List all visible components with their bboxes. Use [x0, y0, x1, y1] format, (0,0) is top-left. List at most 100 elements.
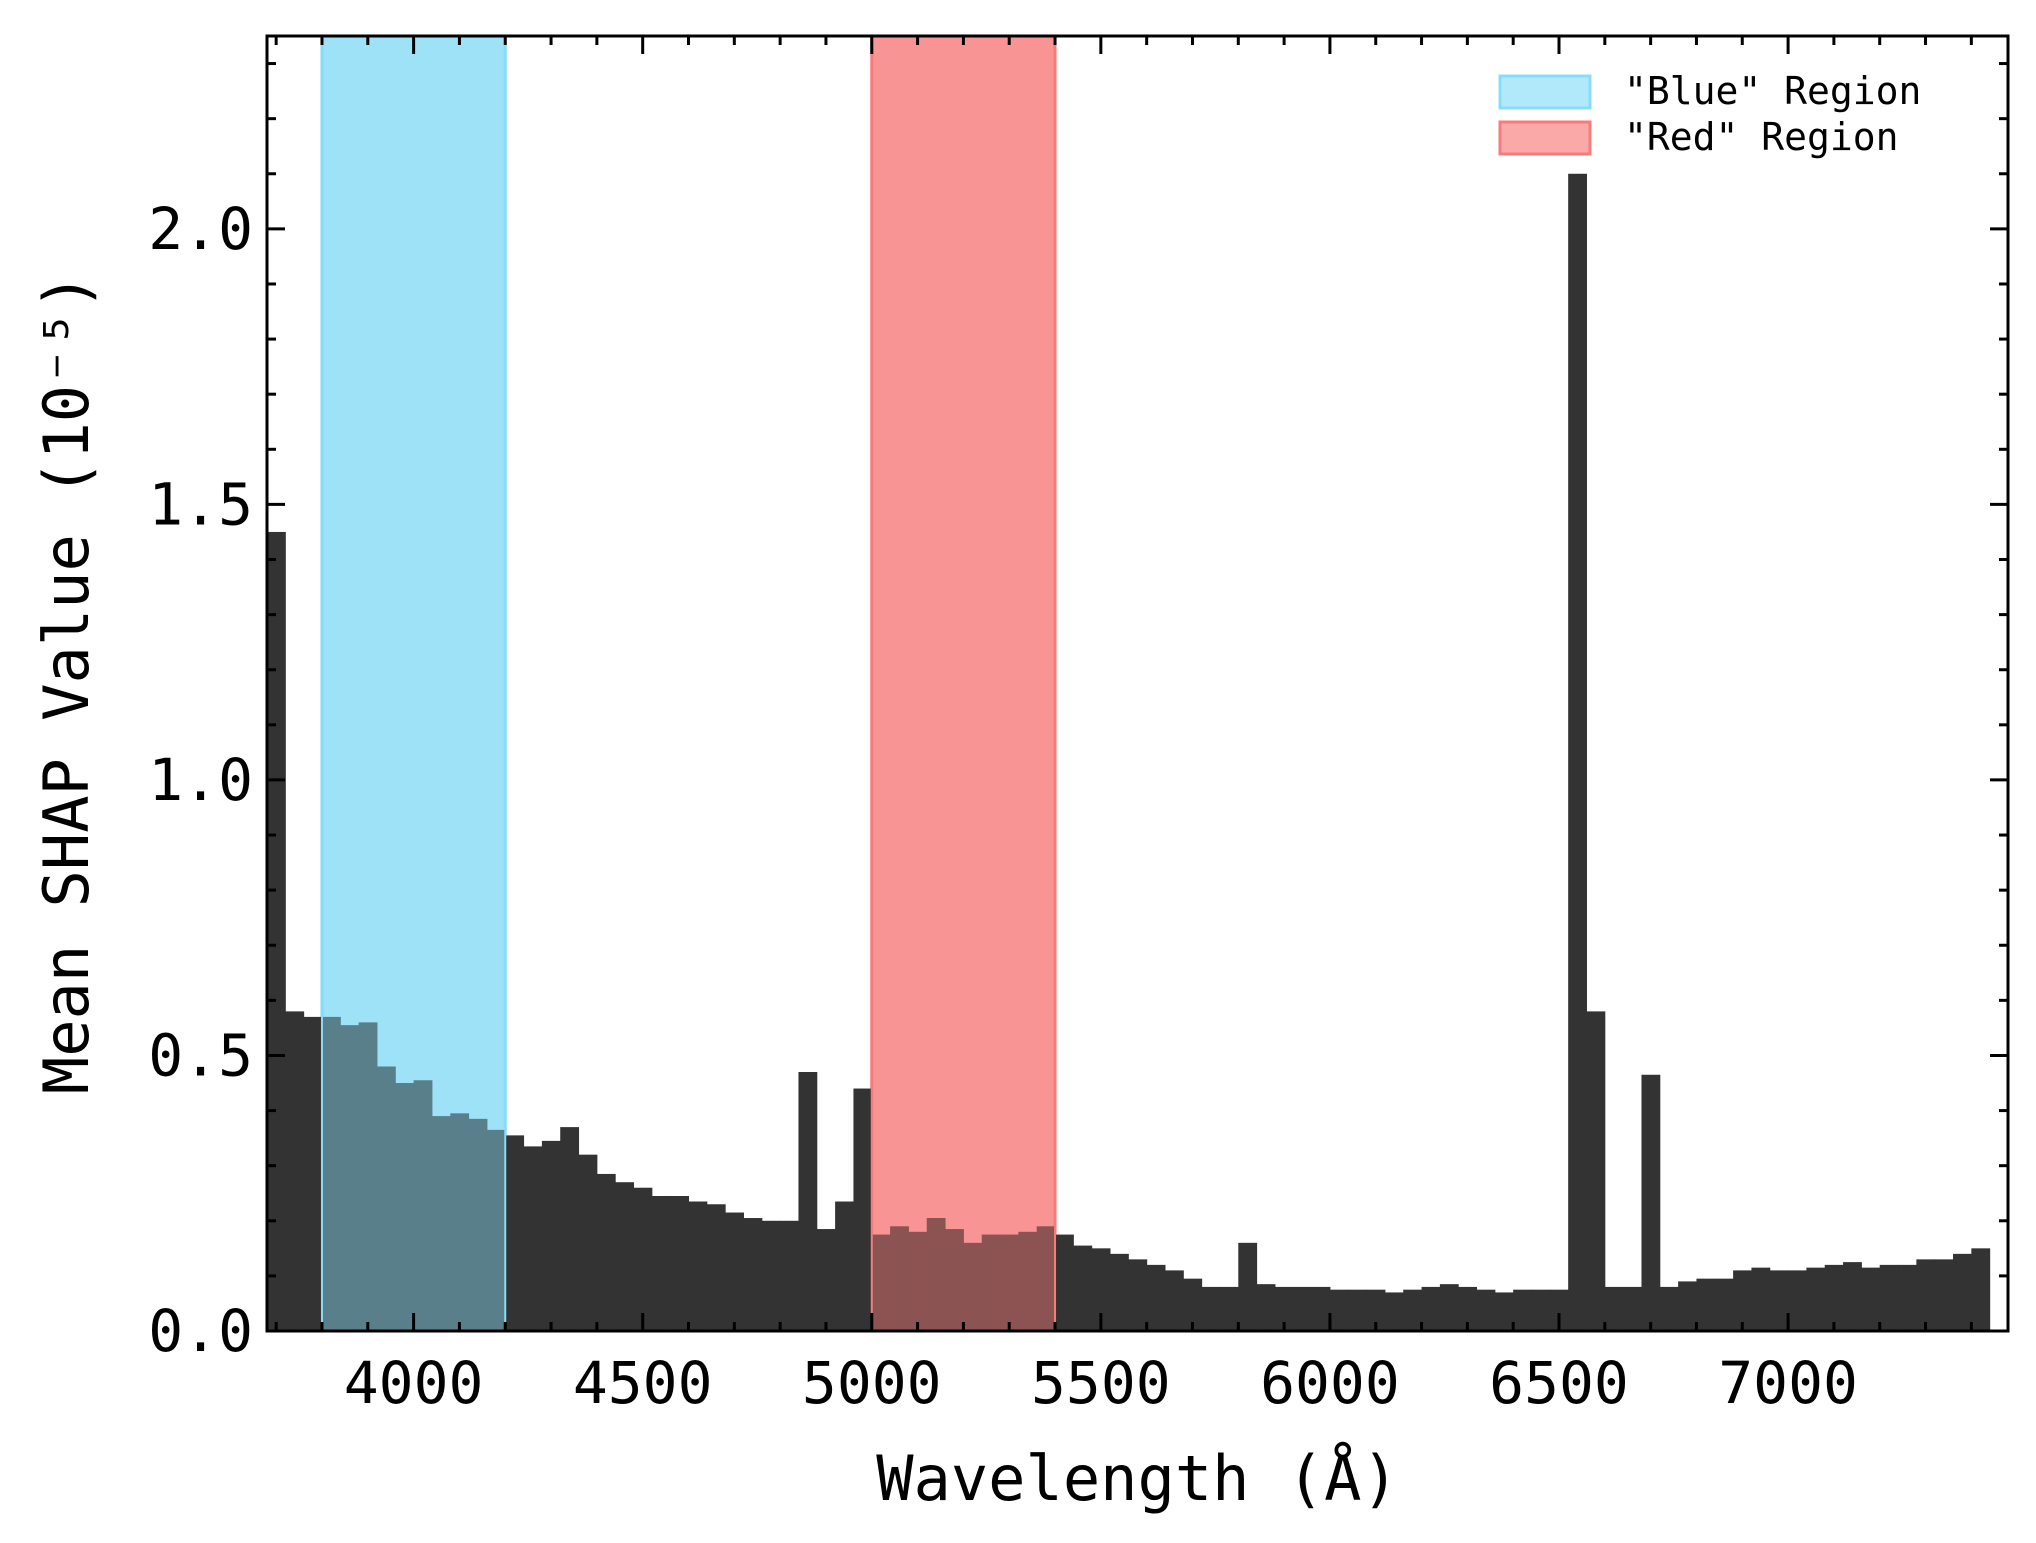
bar — [1421, 1286, 1441, 1331]
bar — [1000, 1234, 1019, 1331]
y-axis-label: Mean SHAP Value (10⁻⁵) — [30, 273, 103, 1094]
bar — [725, 1212, 744, 1331]
legend-label-red-region: "Red" Region — [1624, 115, 1899, 159]
bar — [321, 1016, 341, 1331]
bar — [285, 1011, 305, 1331]
bar — [1531, 1289, 1551, 1331]
bar — [1403, 1289, 1423, 1331]
bar — [395, 1083, 415, 1331]
bar — [1586, 1011, 1606, 1331]
bar — [1073, 1245, 1093, 1331]
bar — [816, 1229, 836, 1331]
bar — [1128, 1259, 1148, 1331]
bar — [1384, 1292, 1404, 1331]
bar — [560, 1127, 580, 1331]
bar — [1806, 1267, 1826, 1331]
bar — [1293, 1286, 1313, 1331]
bar — [835, 1201, 854, 1331]
bar — [1311, 1286, 1331, 1331]
bar — [1788, 1270, 1807, 1331]
bar — [670, 1195, 690, 1331]
bar — [853, 1088, 873, 1331]
bar — [1916, 1259, 1936, 1331]
bar — [541, 1140, 561, 1331]
bar — [1055, 1234, 1074, 1331]
bar — [340, 1025, 360, 1331]
bar — [633, 1187, 653, 1331]
bar — [1238, 1242, 1258, 1331]
bar — [1824, 1264, 1844, 1331]
legend-swatch-red-region — [1498, 120, 1592, 156]
bar — [761, 1220, 781, 1331]
bar — [1934, 1259, 1954, 1331]
bar — [1678, 1281, 1697, 1331]
bar-layer — [267, 173, 1991, 1331]
bar — [981, 1234, 1001, 1331]
bar — [1953, 1253, 1972, 1331]
bar — [1696, 1278, 1716, 1331]
bar — [1110, 1253, 1129, 1331]
x-tick-label: 5000 — [802, 1349, 942, 1417]
bar — [596, 1173, 616, 1331]
bar — [1036, 1226, 1056, 1331]
bar — [578, 1154, 598, 1331]
bar — [468, 1118, 488, 1331]
region-overlay-blue — [320, 35, 507, 1332]
bar — [1733, 1270, 1752, 1331]
x-tick-label: 6000 — [1260, 1349, 1400, 1417]
bar — [505, 1135, 525, 1331]
bar — [1604, 1286, 1624, 1331]
bar — [1366, 1289, 1386, 1331]
bar — [926, 1218, 946, 1331]
bar — [798, 1072, 818, 1331]
y-tick-label: 1.5 — [148, 470, 253, 538]
bar — [1623, 1286, 1642, 1331]
x-tick-label: 4000 — [344, 1349, 484, 1417]
bar — [450, 1113, 470, 1331]
bar — [1476, 1289, 1496, 1331]
y-tick-label: 2.0 — [148, 195, 253, 263]
bar — [1329, 1289, 1349, 1331]
bar — [1183, 1278, 1203, 1331]
bar — [267, 531, 286, 1331]
bar — [1898, 1264, 1917, 1331]
bar — [706, 1204, 726, 1331]
legend-swatch-blue-region — [1498, 74, 1592, 110]
x-tick-label: 4500 — [573, 1349, 713, 1417]
bar — [780, 1220, 799, 1331]
tick-layer — [267, 36, 2008, 1333]
bar — [890, 1226, 909, 1331]
bar — [1861, 1267, 1881, 1331]
x-axis-label: Wavelength (Å) — [876, 1442, 1399, 1515]
bar — [1641, 1074, 1661, 1331]
bar — [688, 1201, 708, 1331]
region-band-red — [870, 34, 1057, 1333]
x-tick-label: 6500 — [1489, 1349, 1629, 1417]
region-overlay-red — [870, 35, 1057, 1332]
bar — [651, 1195, 671, 1331]
region-overlay-layer — [320, 35, 1057, 1332]
bar — [1219, 1286, 1239, 1331]
bar — [1714, 1278, 1734, 1331]
bar — [615, 1182, 635, 1331]
legend-label-blue-region: "Blue" Region — [1624, 69, 1921, 113]
bar — [1458, 1286, 1478, 1331]
bar — [431, 1116, 451, 1331]
bar — [358, 1022, 378, 1331]
plot-frame — [265, 34, 2010, 1333]
bar — [303, 1016, 323, 1331]
y-tick-label: 0.0 — [148, 1297, 253, 1365]
x-tick-label: 5500 — [1031, 1349, 1171, 1417]
bar — [1843, 1262, 1862, 1331]
bar — [1549, 1289, 1569, 1331]
bar — [376, 1066, 396, 1331]
bar — [1513, 1289, 1533, 1331]
bar — [1146, 1264, 1166, 1331]
bar — [1494, 1292, 1514, 1331]
bar — [743, 1218, 763, 1331]
bar — [871, 1234, 891, 1331]
bar — [486, 1129, 506, 1331]
bar — [1439, 1284, 1459, 1331]
y-tick-label: 1.0 — [148, 746, 253, 814]
